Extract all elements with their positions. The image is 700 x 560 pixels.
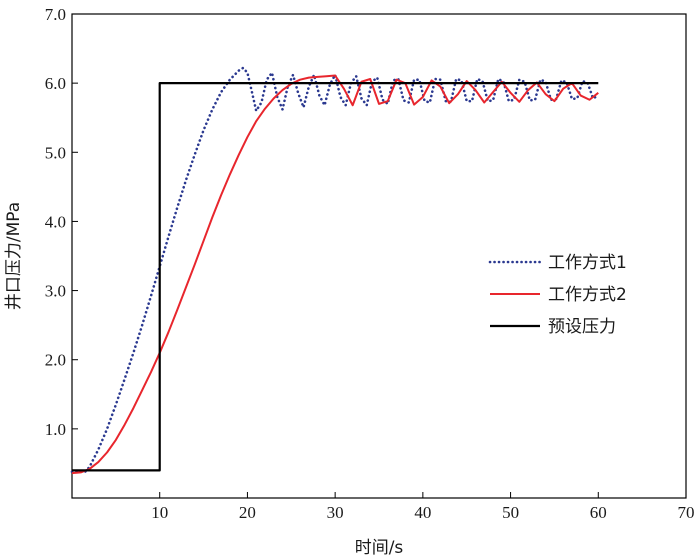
x-tick-label: 60: [590, 503, 607, 522]
x-tick-label: 20: [239, 503, 256, 522]
legend-label-3: 预设压力: [548, 317, 616, 337]
plot-area: [71, 13, 687, 499]
y-tick-label: 6.0: [45, 74, 66, 93]
series-layer: [70, 66, 600, 475]
y-tick-label: 7.0: [45, 5, 66, 24]
y-tick-label: 4.0: [45, 212, 66, 231]
x-tick-label: 10: [151, 503, 168, 522]
x-tick-label: 50: [502, 503, 519, 522]
y-tick-label: 3.0: [45, 282, 66, 301]
y-tick-label: 5.0: [45, 143, 66, 162]
axes-frame: [71, 13, 687, 499]
legend-label-2: 工作方式2: [548, 285, 627, 305]
y-tick-label: 1.0: [45, 420, 66, 439]
y-axis-title: 井口压力/MPa: [4, 202, 24, 310]
series-line-1: [70, 66, 600, 474]
x-tick-label: 40: [414, 503, 431, 522]
x-tick-label: 70: [678, 503, 695, 522]
y-tick-label: 2.0: [45, 351, 66, 370]
ticks-layer: 10 20 30 40 50 60 70 1.0 2.0 3.0 4.0 5.0 6.0 7.0: [45, 5, 695, 522]
series-line-3: [72, 82, 599, 472]
x-axis-title: 时间/s: [355, 538, 404, 558]
legend-label-1: 工作方式1: [548, 253, 627, 273]
x-tick-label: 30: [327, 503, 344, 522]
legend: 工作方式1 工作方式2 预设压力: [488, 253, 627, 337]
